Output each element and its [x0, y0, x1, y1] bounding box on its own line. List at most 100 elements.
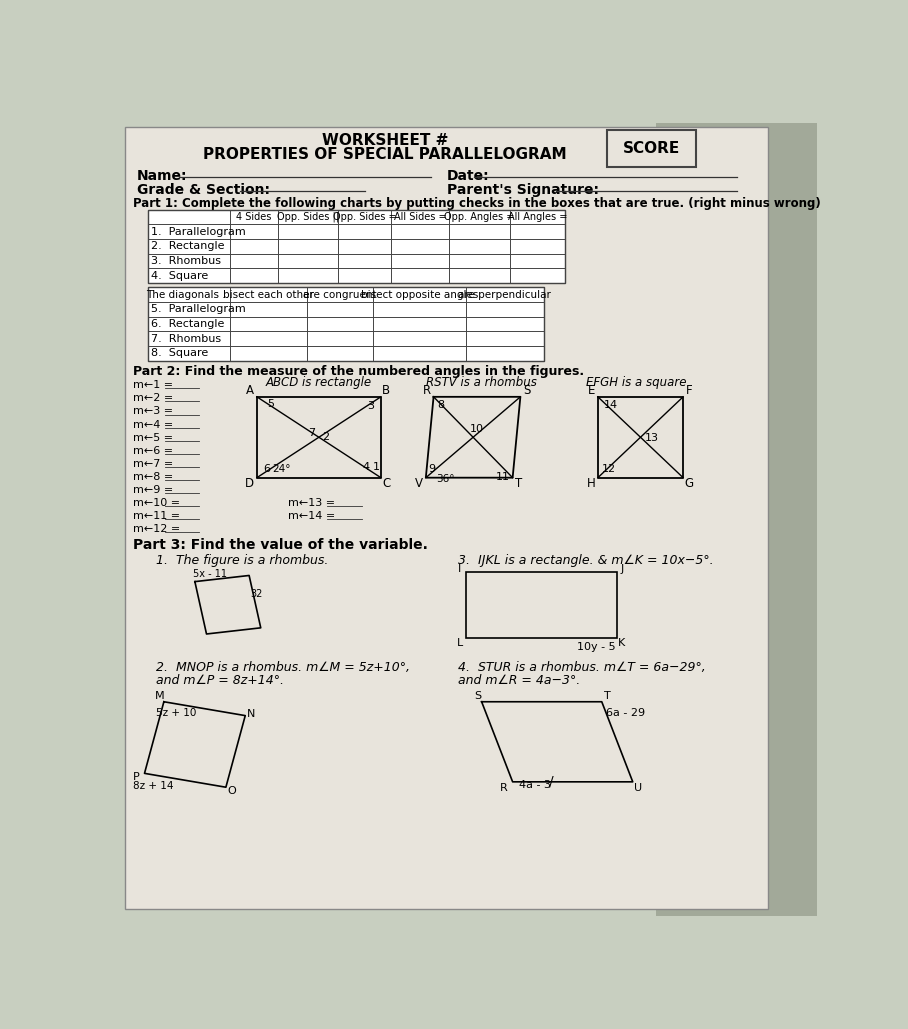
Text: and m∠R = 4a−3°.: and m∠R = 4a−3°. — [459, 674, 580, 686]
Text: m←3 =: m←3 = — [133, 406, 173, 417]
Text: T: T — [515, 477, 522, 491]
Text: The diagonals ...: The diagonals ... — [146, 290, 232, 299]
Text: A: A — [246, 384, 254, 397]
Text: G: G — [685, 477, 694, 491]
Text: Parent's Signature:: Parent's Signature: — [447, 183, 598, 197]
Text: 8z + 14: 8z + 14 — [133, 781, 173, 790]
Text: /: / — [549, 775, 554, 788]
Text: R: R — [499, 783, 508, 793]
Text: 6a - 29: 6a - 29 — [606, 708, 645, 717]
Text: 6.  Rectangle: 6. Rectangle — [152, 319, 225, 329]
Text: m←9 =: m←9 = — [133, 485, 173, 495]
Text: m←11 =: m←11 = — [133, 511, 180, 521]
Text: 3.  IJKL is a rectangle. & m∠K = 10x−5°.: 3. IJKL is a rectangle. & m∠K = 10x−5°. — [459, 554, 714, 567]
Text: m←7 =: m←7 = — [133, 459, 173, 469]
Text: 1.  Parallelogram: 1. Parallelogram — [152, 226, 246, 237]
Text: E: E — [588, 384, 596, 397]
Text: m←12 =: m←12 = — [133, 524, 180, 534]
Bar — [148, 287, 544, 360]
Bar — [656, 123, 817, 916]
Text: 4.  Square: 4. Square — [152, 271, 209, 281]
Text: Part 1: Complete the following charts by putting checks in the boxes that are tr: Part 1: Complete the following charts by… — [133, 198, 821, 210]
Text: Opp. Angles =: Opp. Angles = — [444, 212, 515, 222]
Text: 32: 32 — [251, 589, 263, 599]
Text: RSTV is a rhombus: RSTV is a rhombus — [426, 376, 537, 389]
Text: m←13 =: m←13 = — [288, 498, 335, 508]
Text: and m∠P = 8z+14°.: and m∠P = 8z+14°. — [156, 674, 284, 686]
Text: 4: 4 — [362, 462, 370, 472]
Text: 4 Sides: 4 Sides — [236, 212, 271, 222]
Text: 14: 14 — [604, 399, 618, 410]
Text: R: R — [423, 384, 431, 397]
Text: 4.  STUR is a rhombus. m∠T = 6a−29°,: 4. STUR is a rhombus. m∠T = 6a−29°, — [459, 662, 706, 674]
Text: 9: 9 — [429, 463, 435, 473]
Text: Opp. Sides ||: Opp. Sides || — [277, 212, 339, 222]
Text: K: K — [618, 638, 626, 648]
Text: ABCD is rectangle: ABCD is rectangle — [266, 376, 372, 389]
Text: L: L — [457, 638, 463, 648]
Text: 11: 11 — [496, 472, 509, 482]
Text: 7.  Rhombus: 7. Rhombus — [152, 333, 222, 344]
Text: V: V — [415, 477, 423, 491]
Text: m←1 =: m←1 = — [133, 381, 173, 390]
Text: S: S — [523, 384, 530, 397]
Text: All Sides =: All Sides = — [394, 212, 447, 222]
Text: 8.  Square: 8. Square — [152, 349, 209, 358]
Bar — [607, 130, 696, 167]
Text: T: T — [604, 690, 610, 701]
Text: WORKSHEET #: WORKSHEET # — [321, 133, 448, 148]
Text: 5x - 11: 5x - 11 — [193, 569, 227, 579]
Text: D: D — [245, 477, 254, 491]
Text: 10: 10 — [470, 424, 484, 434]
Text: are perpendicular: are perpendicular — [459, 290, 551, 299]
Text: bisect each other: bisect each other — [223, 290, 314, 299]
Text: H: H — [587, 477, 596, 491]
Text: 1.  The figure is a rhombus.: 1. The figure is a rhombus. — [156, 554, 329, 567]
Text: 7: 7 — [308, 428, 315, 437]
Text: Part 2: Find the measure of the numbered angles in the figures.: Part 2: Find the measure of the numbered… — [133, 365, 584, 378]
Text: O: O — [227, 786, 236, 796]
Text: 13: 13 — [645, 433, 658, 443]
Text: Name:: Name: — [137, 169, 187, 183]
Text: J: J — [620, 564, 624, 573]
Bar — [148, 210, 566, 283]
Text: S: S — [474, 690, 481, 701]
Text: 36°: 36° — [436, 473, 454, 484]
Text: 6: 6 — [263, 464, 270, 474]
Text: B: B — [382, 384, 390, 397]
Text: 12: 12 — [602, 463, 616, 473]
Text: m←4 =: m←4 = — [133, 420, 173, 429]
Text: m←6 =: m←6 = — [133, 446, 173, 456]
Text: 2.  Rectangle: 2. Rectangle — [152, 241, 225, 251]
Bar — [466, 572, 617, 638]
Text: 5z + 10: 5z + 10 — [156, 708, 196, 717]
Text: C: C — [382, 477, 390, 491]
Text: 2: 2 — [322, 432, 329, 442]
Text: 10y - 5: 10y - 5 — [577, 642, 616, 652]
Text: N: N — [246, 709, 255, 719]
Text: m←2 =: m←2 = — [133, 393, 173, 403]
Text: EFGH is a square: EFGH is a square — [587, 376, 686, 389]
Text: Opp. Sides =: Opp. Sides = — [333, 212, 397, 222]
Text: M: M — [155, 690, 165, 701]
Text: PROPERTIES OF SPECIAL PARALLELOGRAM: PROPERTIES OF SPECIAL PARALLELOGRAM — [202, 147, 567, 162]
Text: Grade & Section:: Grade & Section: — [137, 183, 270, 197]
Text: 5.  Parallelogram: 5. Parallelogram — [152, 305, 246, 315]
Text: bisect opposite angles: bisect opposite angles — [361, 290, 479, 299]
Text: m←10 =: m←10 = — [133, 498, 180, 508]
Text: I: I — [459, 564, 461, 573]
Text: 5: 5 — [267, 399, 274, 409]
Text: P: P — [133, 772, 140, 782]
Text: 24°: 24° — [272, 464, 291, 474]
Text: are congruent: are congruent — [303, 290, 377, 299]
Text: SCORE: SCORE — [623, 141, 680, 155]
Text: Part 3: Find the value of the variable.: Part 3: Find the value of the variable. — [133, 538, 428, 552]
Text: m←14 =: m←14 = — [288, 511, 335, 521]
Text: U: U — [634, 783, 642, 793]
Text: 1: 1 — [373, 462, 380, 472]
Text: 2.  MNOP is a rhombus. m∠M = 5z+10°,: 2. MNOP is a rhombus. m∠M = 5z+10°, — [156, 662, 410, 674]
Text: All Angles =: All Angles = — [508, 212, 568, 222]
Text: m←5 =: m←5 = — [133, 432, 173, 442]
Text: 3.  Rhombus: 3. Rhombus — [152, 256, 222, 265]
Text: F: F — [686, 384, 693, 397]
